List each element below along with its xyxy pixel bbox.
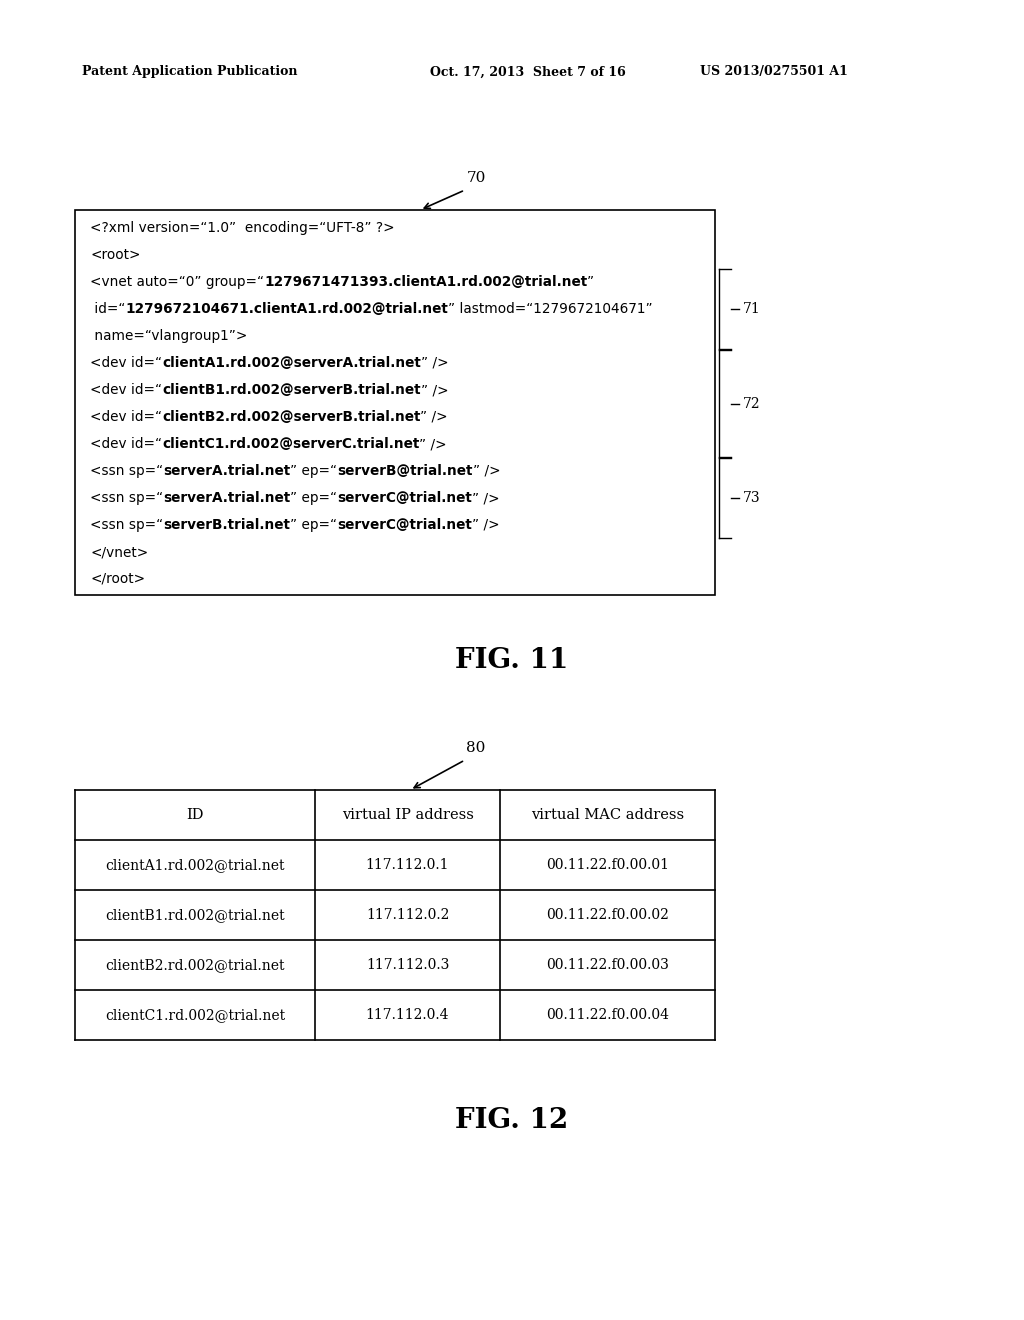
Text: ” />: ” /> [472, 517, 500, 532]
Text: <dev id=“: <dev id=“ [90, 383, 162, 397]
Text: ” />: ” /> [472, 491, 500, 506]
Text: 73: 73 [743, 491, 761, 506]
Text: serverA.trial.net: serverA.trial.net [163, 491, 291, 506]
Text: 117.112.0.2: 117.112.0.2 [366, 908, 450, 921]
Text: ” ep=“: ” ep=“ [291, 491, 337, 506]
Text: <ssn sp=“: <ssn sp=“ [90, 517, 163, 532]
Text: Patent Application Publication: Patent Application Publication [82, 66, 298, 78]
Text: ” />: ” /> [421, 383, 449, 397]
Text: ” />: ” /> [420, 437, 447, 451]
Text: clientB2.rd.002@serverB.trial.net: clientB2.rd.002@serverB.trial.net [162, 411, 421, 424]
Text: FIG. 12: FIG. 12 [456, 1106, 568, 1134]
Text: id=“: id=“ [90, 302, 125, 315]
Text: ID: ID [186, 808, 204, 822]
Text: clientA1.rd.002@serverA.trial.net: clientA1.rd.002@serverA.trial.net [162, 356, 421, 370]
Text: ”: ” [587, 275, 594, 289]
Text: ” ep=“: ” ep=“ [290, 517, 337, 532]
Text: </root>: </root> [90, 572, 145, 586]
Text: <ssn sp=“: <ssn sp=“ [90, 491, 163, 506]
Text: virtual MAC address: virtual MAC address [530, 808, 684, 822]
Text: serverA.trial.net: serverA.trial.net [163, 465, 291, 478]
Text: <ssn sp=“: <ssn sp=“ [90, 465, 163, 478]
Text: name=“vlangroup1”>: name=“vlangroup1”> [90, 329, 248, 343]
Text: 71: 71 [743, 302, 761, 315]
Text: 1279672104671.clientA1.rd.002@trial.net: 1279672104671.clientA1.rd.002@trial.net [125, 302, 449, 315]
Text: clientC1.rd.002@serverC.trial.net: clientC1.rd.002@serverC.trial.net [162, 437, 420, 451]
Text: clientC1.rd.002@trial.net: clientC1.rd.002@trial.net [104, 1008, 285, 1022]
Text: <dev id=“: <dev id=“ [90, 356, 162, 370]
Text: ” lastmod=“1279672104671”: ” lastmod=“1279672104671” [449, 302, 653, 315]
Text: ” />: ” /> [421, 356, 449, 370]
Text: serverC@trial.net: serverC@trial.net [337, 517, 472, 532]
Text: Oct. 17, 2013  Sheet 7 of 16: Oct. 17, 2013 Sheet 7 of 16 [430, 66, 626, 78]
Text: <dev id=“: <dev id=“ [90, 411, 162, 424]
Text: 00.11.22.f0.00.02: 00.11.22.f0.00.02 [546, 908, 669, 921]
Text: 70: 70 [466, 172, 485, 185]
Bar [75, 210, 715, 595]
Text: virtual IP address: virtual IP address [342, 808, 473, 822]
Text: 80: 80 [466, 741, 485, 755]
Text: serverC@trial.net: serverC@trial.net [337, 491, 472, 506]
Text: clientA1.rd.002@trial.net: clientA1.rd.002@trial.net [105, 858, 285, 873]
Text: ” />: ” /> [421, 411, 449, 424]
Text: 00.11.22.f0.00.01: 00.11.22.f0.00.01 [546, 858, 669, 873]
Text: </vnet>: </vnet> [90, 545, 148, 558]
Text: 00.11.22.f0.00.03: 00.11.22.f0.00.03 [546, 958, 669, 972]
Text: serverB@trial.net: serverB@trial.net [337, 465, 473, 478]
Text: 1279671471393.clientA1.rd.002@trial.net: 1279671471393.clientA1.rd.002@trial.net [264, 275, 587, 289]
Text: 117.112.0.1: 117.112.0.1 [366, 858, 450, 873]
Text: <?xml version=“1.0”  encoding=“UFT-8” ?>: <?xml version=“1.0” encoding=“UFT-8” ?> [90, 220, 394, 235]
Text: ” ep=“: ” ep=“ [291, 465, 337, 478]
Text: clientB1.rd.002@serverB.trial.net: clientB1.rd.002@serverB.trial.net [162, 383, 421, 397]
Text: US 2013/0275501 A1: US 2013/0275501 A1 [700, 66, 848, 78]
Text: 00.11.22.f0.00.04: 00.11.22.f0.00.04 [546, 1008, 669, 1022]
Text: ” />: ” /> [473, 465, 501, 478]
Text: FIG. 11: FIG. 11 [456, 647, 568, 673]
Text: 117.112.0.3: 117.112.0.3 [366, 958, 450, 972]
Text: serverB.trial.net: serverB.trial.net [163, 517, 290, 532]
Text: <dev id=“: <dev id=“ [90, 437, 162, 451]
Text: 72: 72 [743, 396, 761, 411]
Text: clientB1.rd.002@trial.net: clientB1.rd.002@trial.net [105, 908, 285, 921]
Text: 117.112.0.4: 117.112.0.4 [366, 1008, 450, 1022]
Text: <vnet auto=“0” group=“: <vnet auto=“0” group=“ [90, 275, 264, 289]
Text: clientB2.rd.002@trial.net: clientB2.rd.002@trial.net [105, 958, 285, 972]
Text: <root>: <root> [90, 248, 140, 261]
